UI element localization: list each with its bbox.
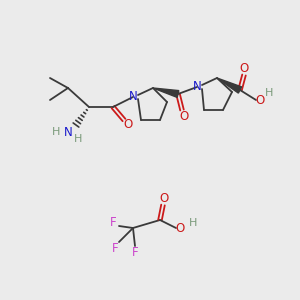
Text: N: N (129, 89, 137, 103)
Text: N: N (193, 80, 201, 92)
Text: H: H (265, 88, 273, 98)
Text: N: N (64, 125, 72, 139)
Text: F: F (112, 242, 118, 254)
Text: O: O (239, 62, 249, 76)
Text: O: O (176, 221, 184, 235)
Text: H: H (74, 134, 82, 144)
Text: O: O (255, 94, 265, 106)
Text: H: H (52, 127, 60, 137)
Text: O: O (159, 193, 169, 206)
Text: F: F (110, 217, 116, 230)
Text: H: H (189, 218, 197, 228)
Polygon shape (217, 78, 242, 93)
Text: F: F (132, 247, 138, 260)
Text: O: O (179, 110, 189, 122)
Polygon shape (153, 88, 179, 98)
Text: O: O (123, 118, 133, 131)
